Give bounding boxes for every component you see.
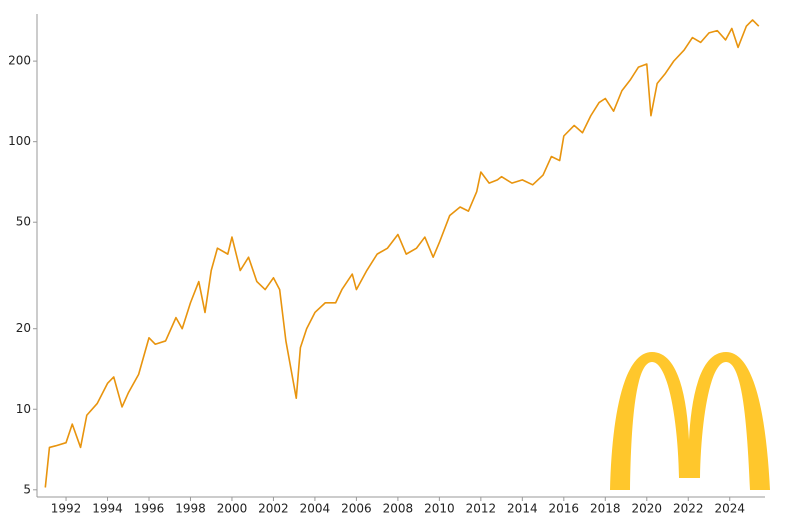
x-tick-label: 2008 [383, 502, 414, 516]
logo [610, 352, 770, 490]
x-tick-label: 2024 [714, 502, 745, 516]
price-line [44, 19, 760, 488]
x-tick-label: 1992 [51, 502, 82, 516]
x-tick-label: 2016 [549, 502, 580, 516]
x-tick-label: 1996 [134, 502, 165, 516]
y-tick-label: 50 [16, 215, 31, 229]
x-tick-label: 1998 [175, 502, 206, 516]
x-tick-label: 1994 [92, 502, 123, 516]
y-tick-label: 10 [16, 402, 31, 416]
y-tick-label: 20 [16, 321, 31, 335]
y-tick-label: 100 [8, 134, 31, 148]
x-tick-label: 2000 [217, 502, 248, 516]
y-tick-label: 200 [8, 54, 31, 68]
x-tick-label: 2022 [673, 502, 704, 516]
x-tick-label: 2020 [632, 502, 663, 516]
x-tick-label: 2002 [258, 502, 289, 516]
x-tick-label: 2014 [507, 502, 538, 516]
x-tick-label: 2018 [590, 502, 621, 516]
x-tick-label: 2012 [466, 502, 497, 516]
x-tick-label: 2010 [424, 502, 455, 516]
y-tick-label: 5 [23, 482, 31, 496]
x-tick-label: 2006 [341, 502, 372, 516]
x-tick-label: 2004 [300, 502, 331, 516]
